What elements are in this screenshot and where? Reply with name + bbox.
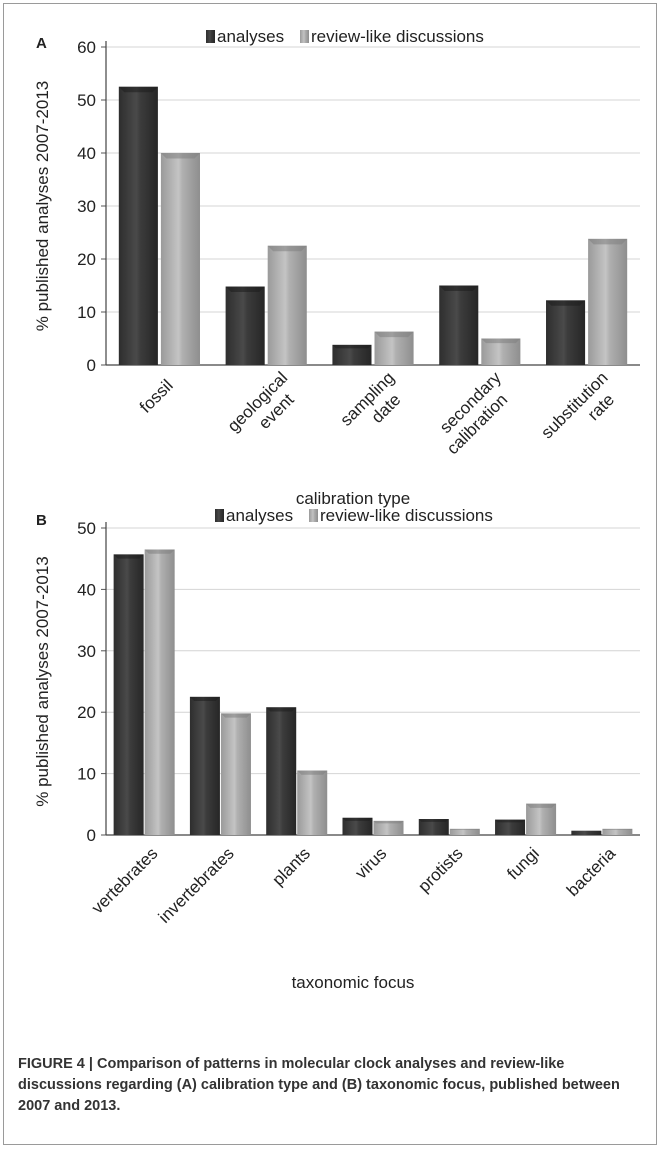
bar-bevel xyxy=(332,344,372,349)
bar-analyses xyxy=(571,830,602,835)
bar-bevel xyxy=(418,819,449,822)
x-axis-label: calibration type xyxy=(296,489,410,508)
bar-bevel xyxy=(118,86,158,93)
category-label: fungi xyxy=(503,844,543,884)
bar-bevel xyxy=(439,285,479,291)
bar-bevel xyxy=(495,819,526,823)
bar-review xyxy=(373,820,404,835)
category-label-line: protists xyxy=(414,844,466,896)
y-axis-label: % published analyses 2007-2013 xyxy=(33,556,52,806)
bar-analyses xyxy=(546,300,586,365)
bar-review xyxy=(220,713,251,835)
y-tick-label: 20 xyxy=(77,250,96,269)
category-label-line: bacteria xyxy=(563,843,620,900)
bar-analyses xyxy=(118,86,158,365)
category-label: fossil xyxy=(136,376,177,417)
panel-letter: A xyxy=(36,35,47,52)
y-tick-label: 30 xyxy=(77,197,96,216)
category-label: vertebrates xyxy=(88,844,162,918)
bar-analyses xyxy=(189,696,220,835)
category-label-line: invertebrates xyxy=(155,844,238,927)
y-tick-label: 10 xyxy=(77,303,96,322)
bar-bevel xyxy=(160,153,200,159)
panel-letter: B xyxy=(36,512,47,529)
y-tick-label: 30 xyxy=(77,642,96,661)
figure-canvas: A 0 10 20 30 40 50 60 fossil geologicalevent sampl… xyxy=(33,27,640,992)
bar-bevel xyxy=(266,707,297,712)
category-label: plants xyxy=(269,844,315,890)
category-label: protists xyxy=(414,844,466,896)
y-tick-label: 20 xyxy=(77,703,96,722)
category-label: bacteria xyxy=(563,843,620,900)
chart-panel-a: A 0 10 20 30 40 50 60 fossil geologicalevent sampl… xyxy=(33,27,640,508)
bar-bevel xyxy=(144,549,175,554)
bar-analyses xyxy=(332,344,372,365)
category-label-line: virus xyxy=(351,844,390,883)
bar-bevel xyxy=(481,338,521,344)
bar-bevel xyxy=(374,331,414,338)
bar-bevel xyxy=(189,696,220,702)
legend-label: review-like discussions xyxy=(320,506,493,525)
bar-bevel xyxy=(225,286,265,293)
bar-review xyxy=(449,828,480,835)
bar-bevel xyxy=(373,820,404,824)
bar-analyses xyxy=(418,819,449,835)
bar-review xyxy=(374,331,414,365)
y-tick-label: 40 xyxy=(77,144,96,163)
y-tick-label: 0 xyxy=(87,826,96,845)
y-tick-label: 50 xyxy=(77,519,96,538)
bar-review xyxy=(144,549,175,835)
bar-review xyxy=(297,770,328,835)
bar-analyses xyxy=(113,554,144,835)
category-label: geologicalevent xyxy=(224,368,306,450)
legend-label: analyses xyxy=(226,506,293,525)
category-label: samplingdate xyxy=(337,368,413,444)
y-tick-label: 60 xyxy=(77,38,96,57)
legend-swatch xyxy=(309,509,318,522)
y-tick-label: 10 xyxy=(77,765,96,784)
bar-bevel xyxy=(297,770,328,775)
bar-review xyxy=(588,238,628,365)
bar-bevel xyxy=(588,238,628,245)
bar-review xyxy=(602,828,633,835)
figure-caption: FIGURE 4 | Comparison of patterns in mol… xyxy=(18,1056,620,1114)
category-label-line: plants xyxy=(269,844,315,890)
bar-bevel xyxy=(220,713,251,718)
category-label-line: vertebrates xyxy=(88,844,162,918)
category-label: substitutionrate xyxy=(537,368,625,456)
bar-bevel xyxy=(602,828,633,830)
legend-swatch xyxy=(206,30,215,43)
legend-label: review-like discussions xyxy=(311,27,484,46)
legend-swatch xyxy=(215,509,224,522)
figure-frame xyxy=(3,3,657,1145)
bar-analyses xyxy=(266,707,297,835)
bar-analyses xyxy=(225,286,265,365)
category-label: invertebrates xyxy=(155,844,238,927)
category-label: virus xyxy=(351,844,390,883)
y-axis-label: % published analyses 2007-2013 xyxy=(33,81,52,331)
bar-review xyxy=(160,153,200,365)
bar-bevel xyxy=(342,817,373,821)
bar-bevel xyxy=(546,300,586,306)
bar-analyses xyxy=(342,817,373,835)
bar-analyses xyxy=(495,819,526,835)
legend-label: analyses xyxy=(217,27,284,46)
legend-swatch xyxy=(300,30,309,43)
category-label-line: fossil xyxy=(136,376,177,417)
bar-bevel xyxy=(267,245,307,252)
bar-review xyxy=(267,245,307,365)
bar-bevel xyxy=(526,803,557,808)
bar-bevel xyxy=(449,828,480,830)
y-tick-label: 40 xyxy=(77,580,96,599)
x-axis-label: taxonomic focus xyxy=(292,973,415,992)
category-label: secondarycalibration xyxy=(429,368,520,459)
y-tick-label: 0 xyxy=(87,356,96,375)
bar-review xyxy=(526,803,557,835)
bar-bevel xyxy=(113,554,144,559)
bar-analyses xyxy=(439,285,479,365)
y-tick-label: 50 xyxy=(77,91,96,110)
category-label-line: fungi xyxy=(503,844,543,884)
